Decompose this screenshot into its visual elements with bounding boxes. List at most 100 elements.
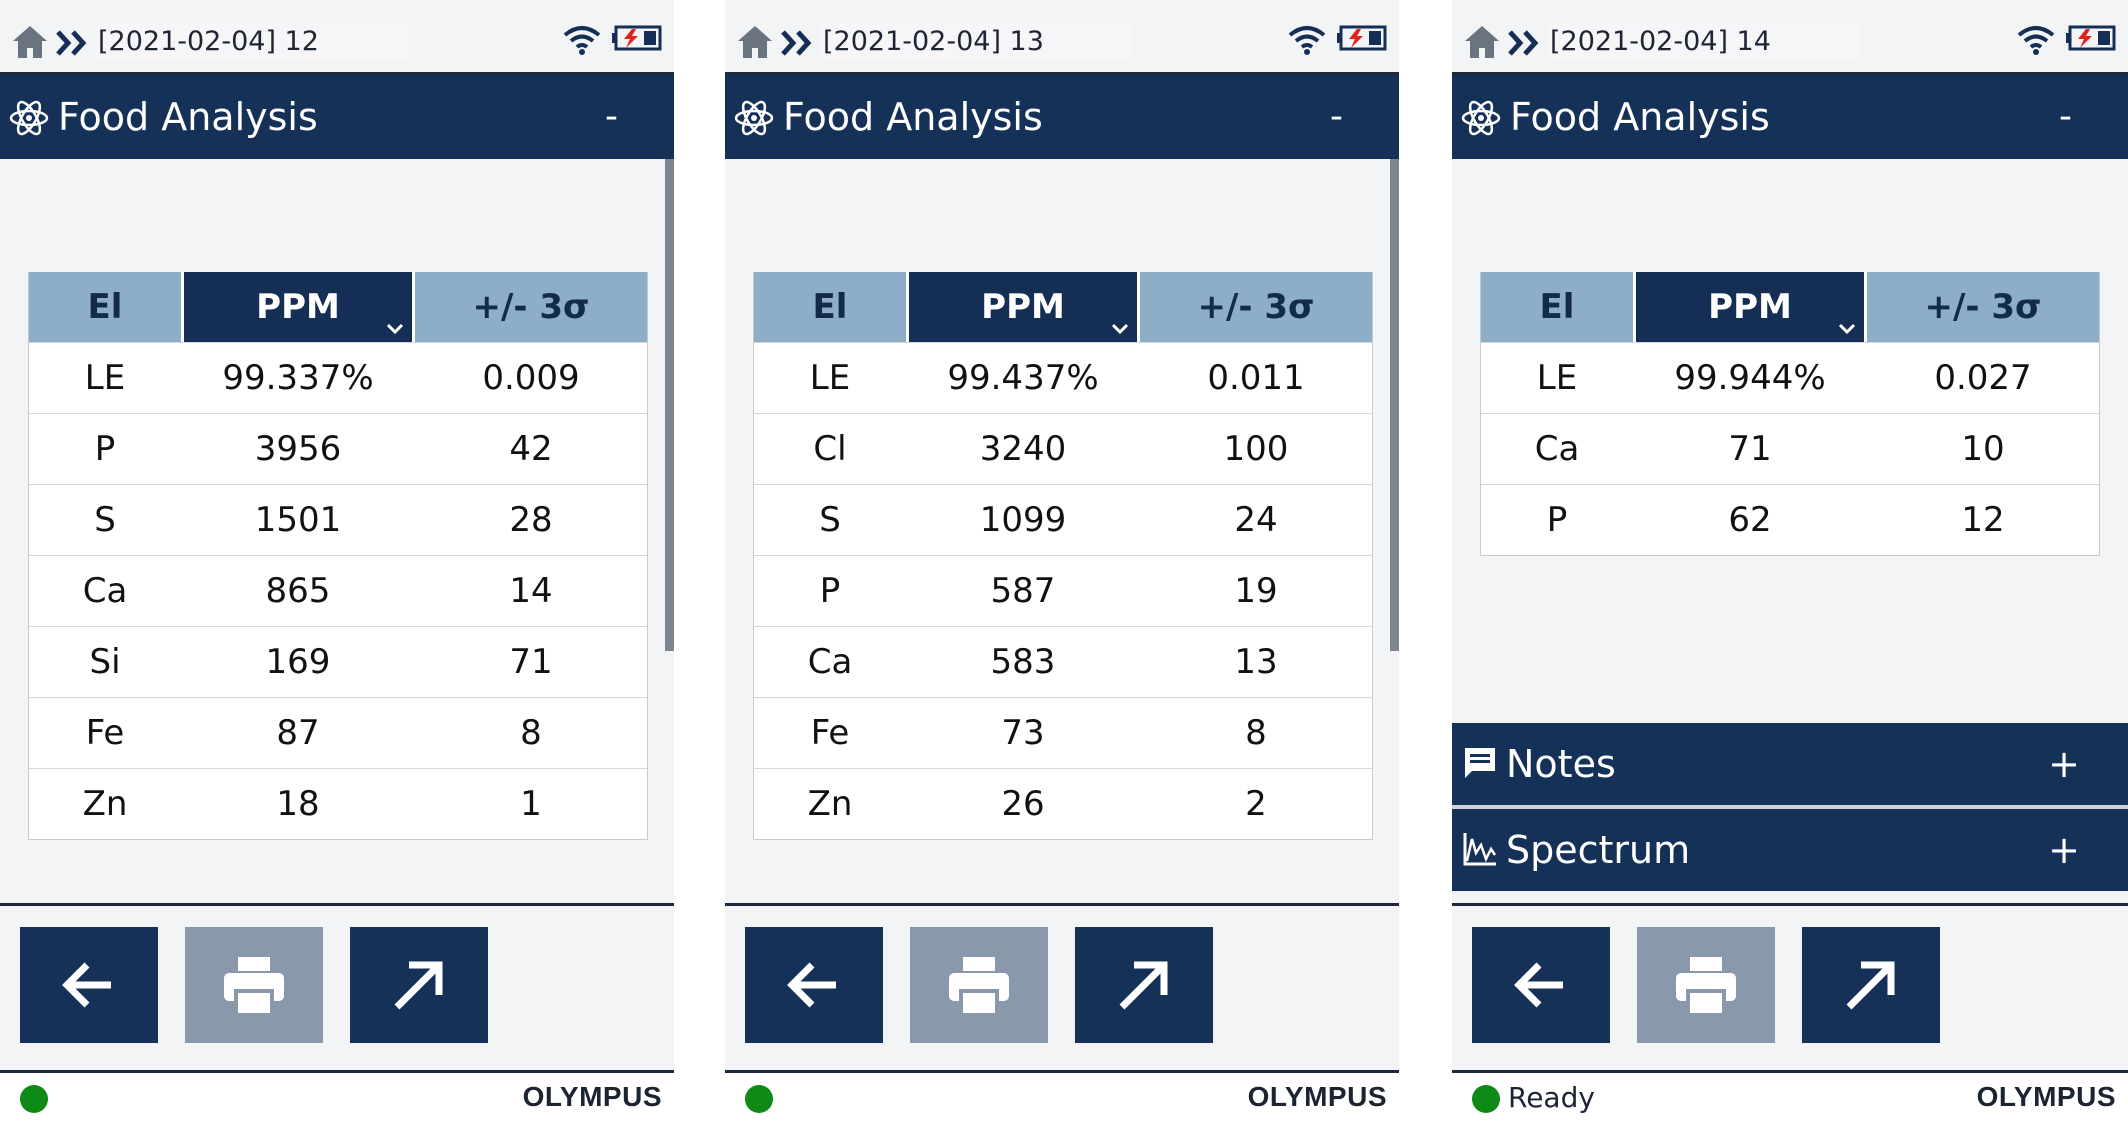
table-row: Ca 71 10 — [1481, 413, 2099, 484]
column-header-ppm[interactable]: PPM — [909, 272, 1137, 342]
element-cell: Zn — [82, 784, 128, 824]
ppm-cell: 1099 — [979, 500, 1067, 540]
printer-icon — [224, 957, 284, 1017]
element-cell: LE — [84, 358, 126, 398]
error-cell: 12 — [1961, 500, 2005, 540]
ppm-cell: 1501 — [254, 500, 342, 540]
element-cell: Ca — [1534, 429, 1580, 469]
column-header-ppm[interactable]: PPM — [1636, 272, 1864, 342]
content-area: El PPM +/- 3σ LE 99.944% 0.027 Ca 71 10 P 62 1… — [1452, 159, 2128, 903]
column-header-label: PPM — [1708, 287, 1792, 327]
panel-header[interactable]: Food Analysis - — [1452, 75, 2128, 159]
breadcrumb[interactable]: [2021-02-04] 12 — [96, 24, 408, 60]
element-cell: LE — [1536, 358, 1578, 398]
scrollbar[interactable] — [665, 159, 674, 651]
element-cell: Ca — [82, 571, 128, 611]
element-cell: Fe — [810, 713, 850, 753]
home-icon[interactable] — [1462, 22, 1502, 62]
status-led — [20, 1085, 48, 1113]
breadcrumb[interactable]: [2021-02-04] 13 — [821, 24, 1133, 60]
ppm-cell: 99.437% — [947, 358, 1099, 398]
expand-button[interactable]: + — [2048, 742, 2080, 786]
chevron-down-icon — [1111, 323, 1129, 335]
divider — [725, 903, 1399, 906]
table-row: S 1099 24 — [754, 484, 1372, 555]
chevron-down-icon — [386, 323, 404, 335]
table-row: Fe 87 8 — [29, 697, 647, 768]
element-cell: Ca — [807, 642, 853, 682]
panel-title: Food Analysis — [58, 95, 318, 139]
spectrum-section[interactable]: Spectrum + — [1452, 809, 2128, 891]
status-led — [745, 1085, 773, 1113]
element-cell: Zn — [807, 784, 853, 824]
export-button[interactable] — [1802, 927, 1940, 1043]
back-button[interactable] — [20, 927, 158, 1043]
divider — [725, 1070, 1399, 1073]
ppm-cell: 865 — [265, 571, 331, 611]
notes-section[interactable]: Notes + — [1452, 723, 2128, 805]
table-row: Ca 865 14 — [29, 555, 647, 626]
column-header-error[interactable]: +/- 3σ — [1140, 272, 1372, 342]
table-row: Zn 18 1 — [29, 768, 647, 839]
action-toolbar — [1452, 906, 2128, 1072]
print-button[interactable] — [185, 927, 323, 1043]
ppm-cell: 18 — [276, 784, 320, 824]
wifi-icon — [1288, 26, 1326, 55]
column-header-element[interactable]: El — [1481, 272, 1633, 342]
column-header-ppm[interactable]: PPM — [184, 272, 412, 342]
element-cell: Si — [89, 642, 121, 682]
ppm-cell: 583 — [990, 642, 1056, 682]
double-chevron-icon — [781, 30, 812, 56]
atom-icon — [1461, 100, 1501, 136]
breadcrumb[interactable]: [2021-02-04] 14 — [1548, 24, 1860, 60]
error-cell: 8 — [520, 713, 542, 753]
battery-charging-icon — [1337, 25, 1387, 51]
spectrum-icon — [1463, 833, 1497, 866]
error-cell: 19 — [1234, 571, 1278, 611]
column-header-label: PPM — [256, 287, 340, 327]
error-cell: 14 — [509, 571, 553, 611]
column-header-element[interactable]: El — [29, 272, 181, 342]
table-row: P 62 12 — [1481, 484, 2099, 555]
arrow-left-icon — [1514, 962, 1563, 1008]
divider — [1452, 1070, 2128, 1073]
export-button[interactable] — [350, 927, 488, 1043]
results-table: El PPM +/- 3σ LE 99.437% 0.011 Cl 3240 100 S… — [753, 272, 1373, 840]
panel-header[interactable]: Food Analysis - — [0, 75, 674, 159]
panel-title: Food Analysis — [1510, 95, 1770, 139]
error-cell: 71 — [509, 642, 553, 682]
double-chevron-icon — [1508, 30, 1539, 56]
expand-button[interactable]: + — [2048, 828, 2080, 872]
collapse-button[interactable]: - — [1330, 96, 1343, 137]
atom-icon — [734, 100, 774, 136]
arrow-up-right-icon — [1846, 961, 1895, 1010]
collapse-button[interactable]: - — [605, 96, 618, 137]
table-row: Si 169 71 — [29, 626, 647, 697]
export-button[interactable] — [1075, 927, 1213, 1043]
home-icon[interactable] — [10, 22, 50, 62]
home-icon[interactable] — [735, 22, 775, 62]
back-button[interactable] — [1472, 927, 1610, 1043]
print-button[interactable] — [1637, 927, 1775, 1043]
column-header-error[interactable]: +/- 3σ — [1867, 272, 2099, 342]
column-header-error[interactable]: +/- 3σ — [415, 272, 647, 342]
error-cell: 2 — [1245, 784, 1267, 824]
wifi-icon — [563, 26, 601, 55]
arrow-left-icon — [62, 962, 111, 1008]
battery-charging-icon — [612, 25, 662, 51]
error-cell: 24 — [1234, 500, 1278, 540]
back-button[interactable] — [745, 927, 883, 1043]
collapse-button[interactable]: - — [2059, 96, 2072, 137]
column-header-element[interactable]: El — [754, 272, 906, 342]
status-bar: [2021-02-04] 13 — [725, 0, 1399, 72]
ppm-cell: 3240 — [979, 429, 1067, 469]
error-cell: 10 — [1961, 429, 2005, 469]
panel-header[interactable]: Food Analysis - — [725, 75, 1399, 159]
status-led — [1472, 1085, 1500, 1113]
scrollbar[interactable] — [1390, 159, 1399, 651]
panel-title: Food Analysis — [783, 95, 1043, 139]
ppm-cell: 26 — [1001, 784, 1045, 824]
divider — [1452, 805, 2128, 809]
table-header: El PPM +/- 3σ — [29, 272, 647, 342]
print-button[interactable] — [910, 927, 1048, 1043]
